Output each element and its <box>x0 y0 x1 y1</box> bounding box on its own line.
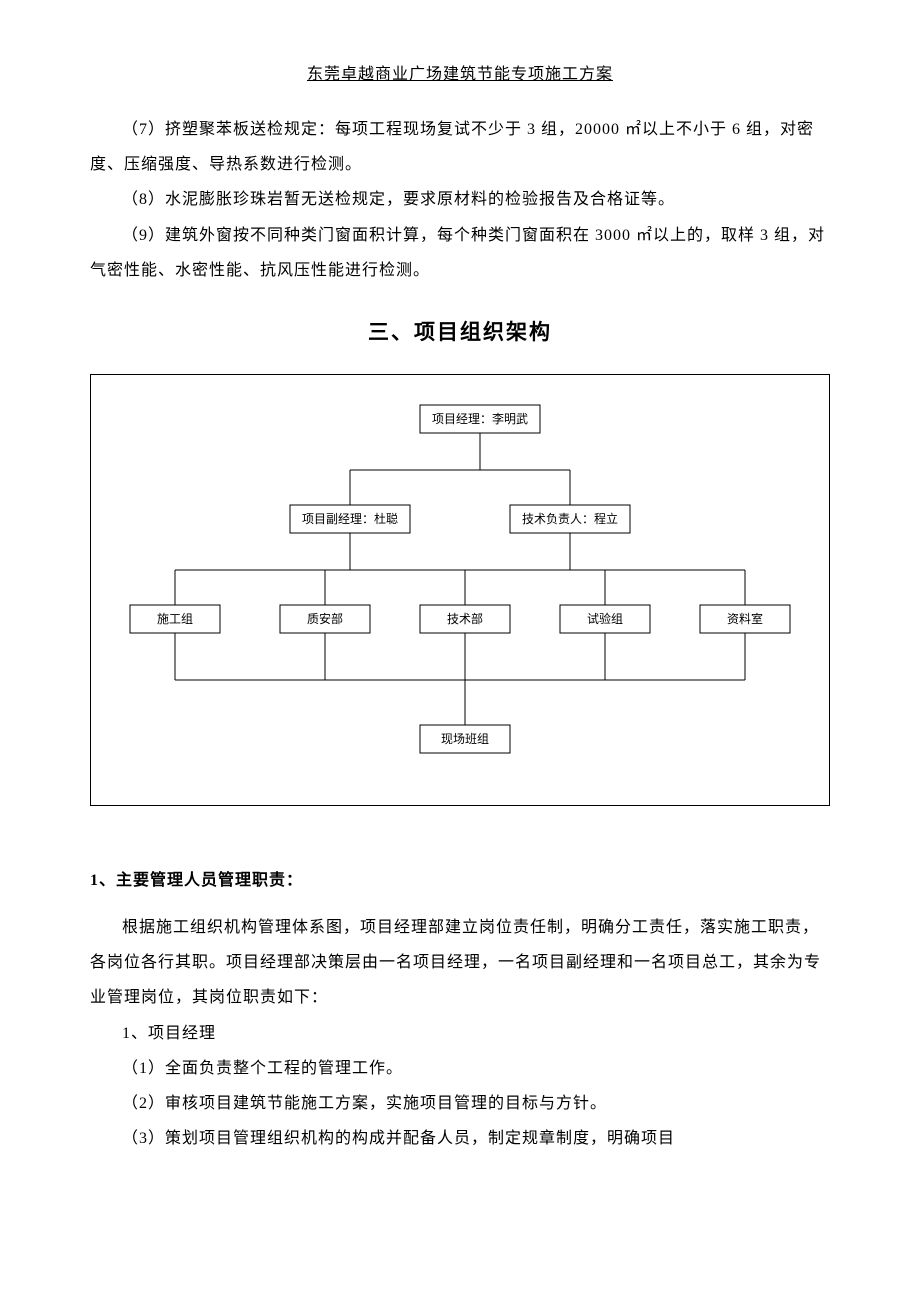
node-qa-label: 质安部 <box>307 611 343 626</box>
org-chart-container: 项目经理：李明武 项目副经理：杜聪 技术负责人：程立 施工组 质安部 技术部 试… <box>90 374 830 806</box>
org-chart-svg: 项目经理：李明武 项目副经理：杜聪 技术负责人：程立 施工组 质安部 技术部 试… <box>110 395 810 775</box>
subsection-intro: 根据施工组织机构管理体系图，项目经理部建立岗位责任制，明确分工责任，落实施工职责… <box>90 910 830 1016</box>
node-tech-lead-label: 技术负责人：程立 <box>522 511 618 526</box>
subsection-title: 1、主要管理人员管理职责： <box>90 866 830 890</box>
node-test-label: 试验组 <box>587 611 623 626</box>
node-docs-label: 资料室 <box>727 611 763 626</box>
node-deputy-label: 项目副经理：杜聪 <box>302 511 398 526</box>
list-item-3: （2）审核项目建筑节能施工方案，实施项目管理的目标与方针。 <box>90 1086 830 1121</box>
list-item-2: （1）全面负责整个工程的管理工作。 <box>90 1051 830 1086</box>
list-item-1: 1、项目经理 <box>90 1016 830 1051</box>
node-pm-label: 项目经理：李明武 <box>432 411 528 426</box>
node-site-label: 现场班组 <box>441 732 489 746</box>
section-title-org: 三、项目组织架构 <box>90 316 830 346</box>
paragraph-8: （8）水泥膨胀珍珠岩暂无送检规定，要求原材料的检验报告及合格证等。 <box>90 182 830 217</box>
list-item-4: （3）策划项目管理组织机构的构成并配备人员，制定规章制度，明确项目 <box>90 1121 830 1156</box>
page-header-title: 东莞卓越商业广场建筑节能专项施工方案 <box>90 60 830 84</box>
node-construction-label: 施工组 <box>157 612 193 626</box>
paragraph-9: （9）建筑外窗按不同种类门窗面积计算，每个种类门窗面积在 3000 ㎡以上的，取… <box>90 218 830 288</box>
paragraph-7: （7）挤塑聚苯板送检规定：每项工程现场复试不少于 3 组，20000 ㎡以上不小… <box>90 112 830 182</box>
node-tech-label: 技术部 <box>447 611 483 626</box>
